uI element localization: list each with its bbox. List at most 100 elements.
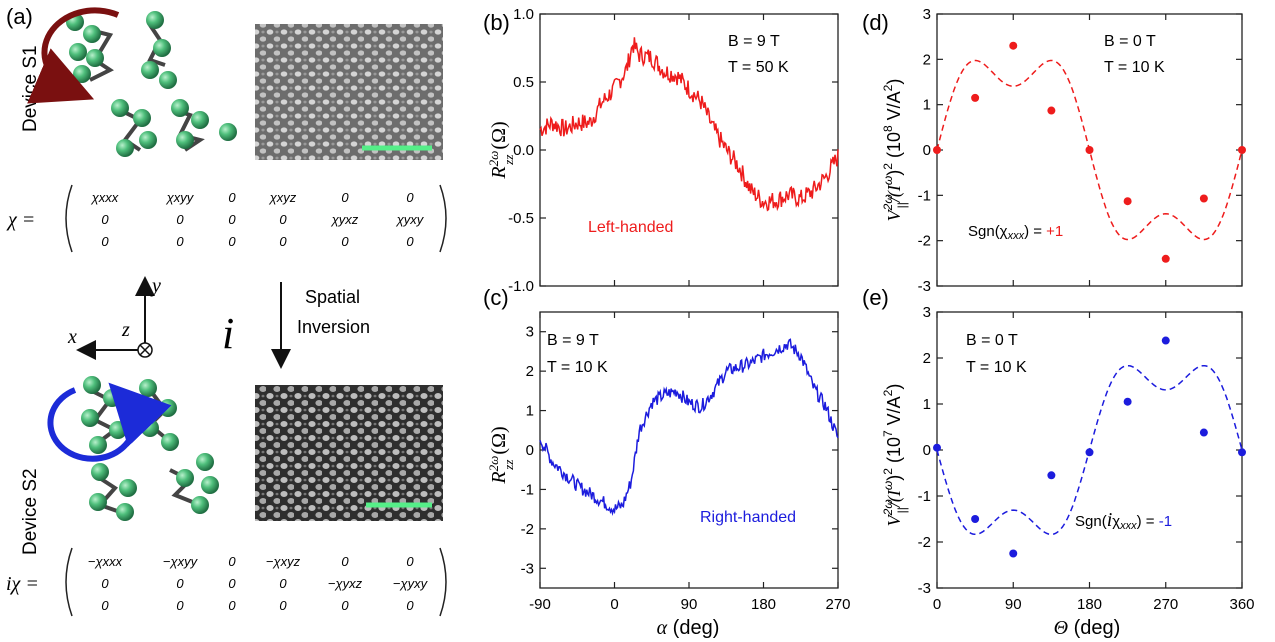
annotation-d-1: B = 0 T [1104, 33, 1156, 50]
y-tick-label: 3 [923, 304, 931, 321]
coordinate-axes: y x z [67, 275, 161, 360]
tensor-cell: 0 [341, 598, 349, 613]
tensor-cell: χyxz [331, 212, 359, 227]
helix-structure-s1 [27, 7, 237, 157]
y-tick-label: 1 [923, 97, 931, 114]
tensor-cell: −χyxy [393, 576, 429, 591]
annotation-c-2: T = 10 K [547, 359, 608, 376]
inversion-line1: Spatial [305, 287, 360, 307]
plot-frame [539, 311, 839, 589]
device-s1-label: Device S1 [20, 45, 41, 132]
tensor-cell: 0 [176, 598, 184, 613]
ylabel-b: R2ωzz (Ω) [486, 121, 517, 179]
tensor-cell: 0 [228, 190, 236, 205]
ylabel-e: V2ω||/(Iω)2 (107 V/A2) [881, 384, 909, 527]
tensor-cell: 0 [228, 554, 236, 569]
panel-label-b: (b) [483, 10, 510, 35]
tensor-cell: χyxy [396, 212, 425, 227]
y-tick-label: 0.0 [513, 142, 534, 159]
x-tick-label: 270 [825, 596, 850, 613]
tensor-cell: 0 [228, 212, 236, 227]
chart-b: -1.0 -0.5 0.0 0.5 1.0 [508, 6, 839, 295]
y-tick-label: 0 [923, 142, 931, 159]
y-tick-label: 0.5 [513, 74, 534, 91]
data-point [933, 443, 941, 452]
spatial-inversion: i Spatial Inversion [222, 282, 370, 369]
data-point [1085, 448, 1094, 457]
data-point [1238, 146, 1246, 154]
x-tick-label: 360 [1229, 596, 1254, 613]
y-tick-label: -1.0 [508, 278, 534, 295]
annotation-e-2: T = 10 K [966, 359, 1027, 376]
tensor-cell: 0 [228, 234, 236, 249]
y-tick-label: 1 [923, 396, 931, 413]
y-tick-label: 0 [526, 442, 534, 459]
panel-c: (c) -3 -2 -1 0 1 2 3 -90 0 90 180 270 B = 9 T T = 1… [483, 285, 851, 639]
tensor-cell: 0 [279, 598, 287, 613]
data-point [1047, 106, 1056, 115]
tensor-cell: −χxyy [163, 554, 199, 569]
tensor-cell: 0 [176, 234, 184, 249]
y-tick-label: -2 [918, 233, 931, 250]
device-s2-label: Device S2 [20, 468, 41, 555]
data-point [1009, 41, 1018, 50]
tensor-s1-lhs: χ = [6, 209, 35, 231]
y-tick-label: 3 [923, 6, 931, 23]
axis-x-label: x [67, 326, 77, 348]
chart-e: -3 -2 -1 0 1 2 3 0 90 180 270 360 [918, 304, 1255, 613]
x-tick-label: 270 [1153, 596, 1178, 613]
tensor-cell: 0 [341, 190, 349, 205]
tensor-cell: 0 [101, 576, 109, 591]
tensor-cell: 0 [176, 576, 184, 591]
x-tick-label: -90 [529, 596, 551, 613]
panel-e: (e) -3 -2 -1 0 1 2 3 0 90 180 270 360 B = 0 T T = 1… [862, 285, 1255, 639]
data-point [971, 515, 980, 523]
data-point [1047, 471, 1056, 480]
tensor-cell: 0 [101, 212, 109, 227]
sign-label-e: Sgn(iχxxx) = -1 [1075, 509, 1172, 532]
rotation-arrow-left-handed [27, 7, 120, 104]
y-tick-label: 3 [526, 324, 534, 341]
y-tick-label: -2 [918, 534, 931, 551]
tensor-cell: −χxyz [266, 554, 301, 569]
data-point [1009, 549, 1018, 558]
data-point [1161, 254, 1170, 263]
y-tick-label: -1 [918, 187, 931, 204]
data-point [1199, 428, 1208, 437]
y-tick-label: -3 [918, 580, 931, 597]
stm-image-s1 [255, 24, 443, 160]
inversion-line2: Inversion [297, 317, 370, 337]
tensor-cell: 0 [341, 234, 349, 249]
xlabel-e: Θ (deg) [1054, 617, 1121, 639]
tensor-cell: −χxxx [88, 554, 123, 569]
data-point [1161, 336, 1170, 345]
data-point [1199, 194, 1208, 203]
tensor-cell: 0 [406, 598, 414, 613]
tensor-cell: 0 [228, 576, 236, 591]
y-tick-label: 0 [923, 442, 931, 459]
annotation-e-1: B = 0 T [966, 332, 1018, 349]
panel-a: (a) Device S1 χ = [6, 4, 447, 617]
tensor-matrix-s1: χ = χxxx χxyy 0 χxyz 0 0 0 0 0 0 χyxz χyxy 0 0 0 0 0 0 [6, 184, 447, 253]
tensor-cell: 0 [228, 598, 236, 613]
panel-label-c: (c) [483, 285, 509, 310]
helix-structure-s2 [47, 376, 219, 521]
y-tick-label: 1.0 [513, 6, 534, 23]
ylabel-c: R2ωzz (Ω) [486, 426, 517, 484]
panel-b: (b) -1.0 -0.5 0.0 0.5 1.0 B = 9 T T = 50 K L… [483, 6, 839, 295]
tensor-cell: 0 [101, 234, 109, 249]
x-tick-label: 180 [1077, 596, 1102, 613]
tensor-cell: 0 [176, 212, 184, 227]
y-tick-label: 1 [526, 403, 534, 420]
stm-image-s2 [255, 385, 443, 521]
y-tick-label: -1 [918, 488, 931, 505]
x-tick-label: 90 [1005, 596, 1022, 613]
tensor-cell: 0 [279, 576, 287, 591]
tensor-cell: χxyz [269, 190, 297, 205]
y-tick-label: -0.5 [508, 210, 534, 227]
tensor-s2-lhs: iχ = [6, 573, 39, 595]
panel-d: (d) -3 -2 -1 0 1 2 3 B = 0 T T = 10 K Sgn(χxxx… [862, 6, 1246, 295]
annotation-b-2: T = 50 K [728, 59, 789, 76]
data-point [933, 146, 941, 154]
